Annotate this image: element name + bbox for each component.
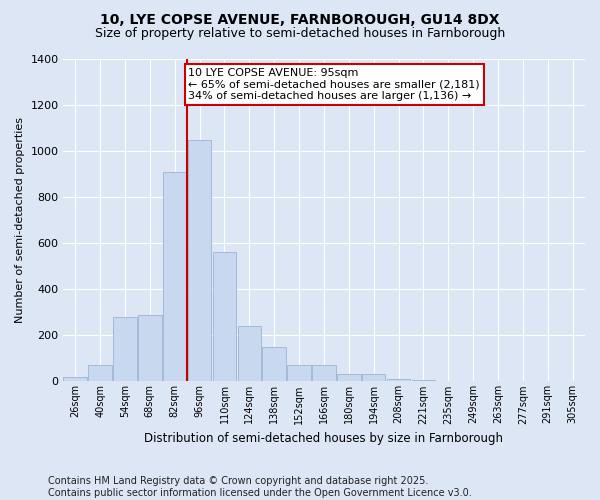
Text: Contains HM Land Registry data © Crown copyright and database right 2025.
Contai: Contains HM Land Registry data © Crown c… — [48, 476, 472, 498]
Bar — [412, 380, 435, 382]
Bar — [387, 379, 410, 382]
Bar — [113, 317, 137, 382]
Y-axis label: Number of semi-detached properties: Number of semi-detached properties — [15, 117, 25, 323]
Bar — [188, 140, 211, 382]
Text: Size of property relative to semi-detached houses in Farnborough: Size of property relative to semi-detach… — [95, 28, 505, 40]
Bar — [212, 252, 236, 382]
Text: 10, LYE COPSE AVENUE, FARNBOROUGH, GU14 8DX: 10, LYE COPSE AVENUE, FARNBOROUGH, GU14 … — [100, 12, 500, 26]
Bar — [337, 374, 361, 382]
Bar — [362, 374, 385, 382]
Bar — [287, 366, 311, 382]
Bar — [262, 347, 286, 382]
X-axis label: Distribution of semi-detached houses by size in Farnborough: Distribution of semi-detached houses by … — [145, 432, 503, 445]
Bar — [238, 326, 261, 382]
Bar — [64, 377, 87, 382]
Bar — [312, 366, 336, 382]
Bar — [88, 366, 112, 382]
Bar — [138, 314, 161, 382]
Bar — [163, 172, 187, 382]
Text: 10 LYE COPSE AVENUE: 95sqm
← 65% of semi-detached houses are smaller (2,181)
34%: 10 LYE COPSE AVENUE: 95sqm ← 65% of semi… — [188, 68, 480, 102]
